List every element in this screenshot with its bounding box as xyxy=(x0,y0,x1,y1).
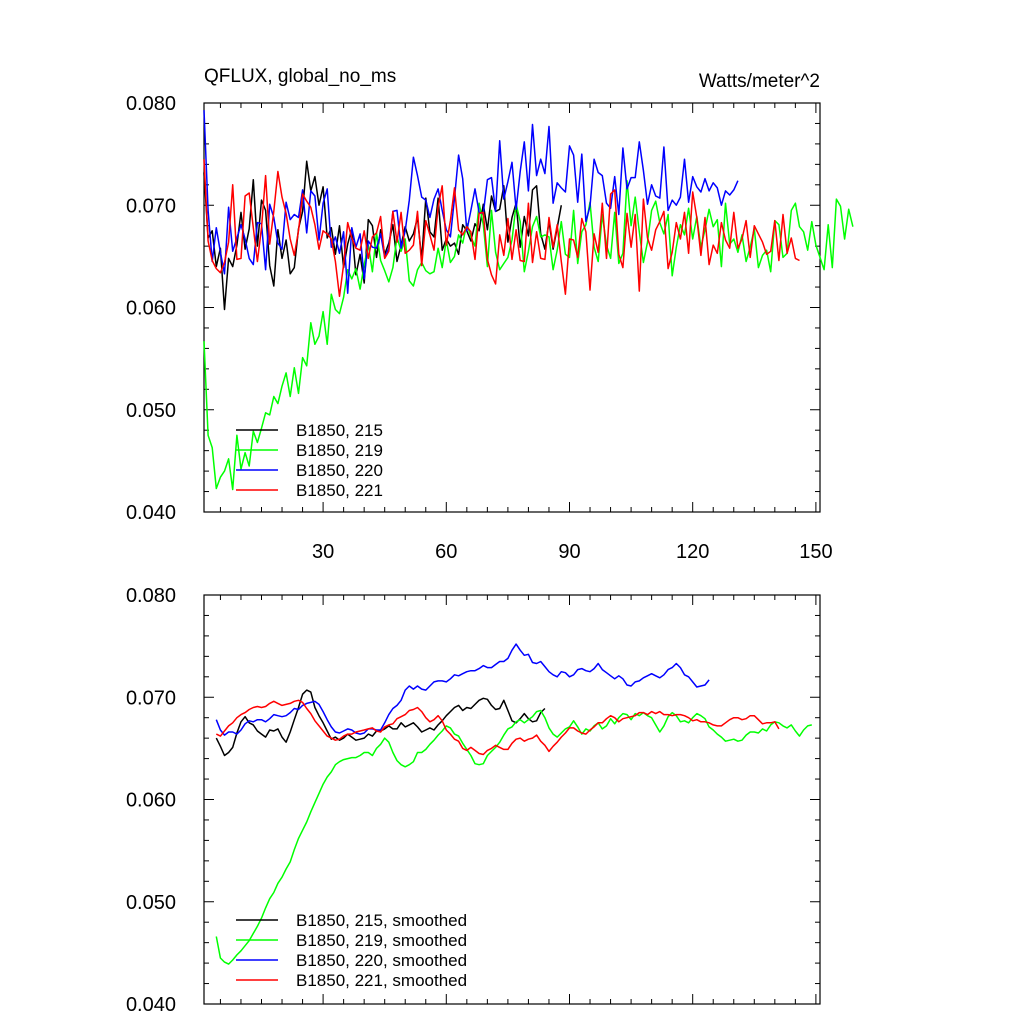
series-line-b1850-220-smoothed xyxy=(215,643,710,736)
x-tick-label: 150 xyxy=(799,541,832,563)
y-tick-label: 0.060 xyxy=(126,298,176,320)
chart-units: Watts/meter^2 xyxy=(699,71,820,92)
series-line-b1850-221-smoothed xyxy=(215,699,780,756)
top-panel: QFLUX, global_no_ms Watts/meter^2 0.040 0… xyxy=(126,66,854,563)
legend-label: B1850, 219, smoothed xyxy=(296,931,467,950)
y-tick-label: 0.050 xyxy=(126,400,176,422)
legend-label: B1850, 215, smoothed xyxy=(296,911,467,930)
series-line-b1850-220 xyxy=(203,110,739,294)
y-tick-label: 0.060 xyxy=(126,790,176,812)
series-line-b1850-219 xyxy=(203,179,854,491)
series-line-b1850-219-smoothed xyxy=(215,709,812,965)
y-tick-label: 0.080 xyxy=(126,93,176,115)
x-tick-label: 60 xyxy=(435,541,457,563)
y-tick-label: 0.070 xyxy=(126,687,176,709)
series-line-b1850-221 xyxy=(203,159,800,298)
bottom-panel: 0.040 0.050 0.060 0.070 0.080 B1850, 215, smo… xyxy=(126,585,821,1016)
chart-title: QFLUX, global_no_ms xyxy=(204,66,396,87)
y-tick-label: 0.080 xyxy=(126,585,176,607)
legend-label: B1850, 221 xyxy=(296,481,383,500)
y-tick-label: 0.040 xyxy=(126,994,176,1016)
x-tick-label: 120 xyxy=(676,541,709,563)
legend-label: B1850, 219 xyxy=(296,441,383,460)
legend-label: B1850, 220, smoothed xyxy=(296,951,467,970)
y-tick-label: 0.070 xyxy=(126,195,176,217)
x-tick-label: 30 xyxy=(312,541,334,563)
legend-label: B1850, 215 xyxy=(296,421,383,440)
legend-label: B1850, 220 xyxy=(296,461,383,480)
x-tick-label: 90 xyxy=(558,541,580,563)
y-tick-label: 0.040 xyxy=(126,502,176,524)
y-tick-label: 0.050 xyxy=(126,892,176,914)
legend-label: B1850, 221, smoothed xyxy=(296,971,467,990)
